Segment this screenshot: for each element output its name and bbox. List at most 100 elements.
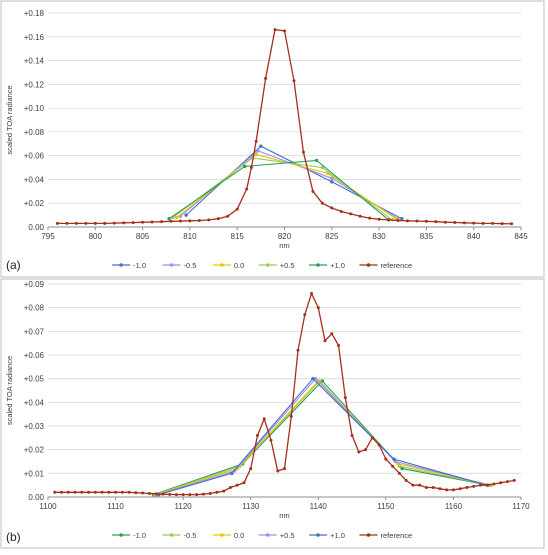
legend-label: +0.5 bbox=[280, 531, 295, 540]
data-point bbox=[350, 433, 354, 437]
y-tick-label: +0.14 bbox=[24, 57, 45, 66]
legend-swatch-marker bbox=[366, 533, 371, 537]
data-point bbox=[264, 76, 268, 80]
legend-swatch-marker bbox=[265, 533, 270, 537]
x-tick-label: 1120 bbox=[175, 502, 193, 511]
data-point bbox=[451, 488, 455, 492]
data-point bbox=[195, 493, 199, 497]
data-point bbox=[392, 457, 396, 461]
legend: -1.0 -0.5 0.0 +0.5 +1.0 reference bbox=[112, 261, 412, 270]
legend-swatch-marker bbox=[220, 263, 224, 267]
data-point bbox=[197, 218, 201, 222]
data-point bbox=[418, 483, 422, 487]
data-point bbox=[178, 219, 182, 223]
data-point bbox=[424, 486, 428, 490]
data-point bbox=[188, 219, 192, 223]
data-point bbox=[254, 152, 258, 157]
data-point bbox=[431, 486, 435, 490]
data-point bbox=[492, 482, 496, 486]
legend-item: -1.0 bbox=[112, 261, 146, 270]
x-axis-label: nm bbox=[279, 511, 289, 520]
x-tick-label: 795 bbox=[41, 232, 55, 241]
legend-label: +1.0 bbox=[330, 261, 345, 270]
data-point bbox=[127, 490, 131, 494]
data-point bbox=[316, 306, 320, 310]
data-point bbox=[370, 436, 374, 440]
legend-item: 0.0 bbox=[212, 261, 244, 270]
data-point bbox=[66, 490, 70, 494]
data-point bbox=[462, 221, 466, 225]
legend-swatch-marker bbox=[366, 263, 371, 267]
legend-item: -0.5 bbox=[162, 261, 197, 270]
data-point bbox=[262, 417, 266, 421]
data-point bbox=[400, 466, 404, 471]
data-point bbox=[141, 491, 145, 495]
legend-label: -0.5 bbox=[184, 261, 197, 270]
series-line bbox=[168, 159, 389, 221]
data-point bbox=[478, 483, 482, 487]
legend-swatch-marker bbox=[220, 533, 224, 537]
legend-item: 0.0 bbox=[212, 531, 244, 540]
data-point bbox=[310, 291, 314, 295]
series-reference bbox=[53, 291, 516, 497]
x-tick-label: 830 bbox=[372, 232, 386, 241]
data-point bbox=[249, 166, 253, 170]
data-point bbox=[330, 206, 334, 210]
data-point bbox=[55, 221, 59, 225]
x-tick-label: 800 bbox=[89, 232, 103, 241]
x-tick-label: 835 bbox=[420, 232, 434, 241]
x-tick-label: 845 bbox=[514, 232, 528, 241]
data-point bbox=[80, 490, 84, 494]
data-point bbox=[226, 214, 230, 218]
data-point bbox=[405, 219, 409, 223]
data-point bbox=[161, 492, 165, 496]
data-point bbox=[208, 491, 212, 495]
panel-frame bbox=[0, 278, 545, 549]
data-point bbox=[74, 221, 78, 225]
data-point bbox=[150, 220, 154, 224]
data-point bbox=[269, 438, 273, 442]
data-point bbox=[134, 491, 138, 495]
y-tick-label: +0.08 bbox=[24, 128, 45, 137]
data-point bbox=[330, 176, 334, 180]
data-point bbox=[337, 344, 341, 348]
x-tick-label: 815 bbox=[231, 232, 245, 241]
data-point bbox=[103, 221, 107, 225]
legend-label: -1.0 bbox=[133, 261, 146, 270]
legend-label: 0.0 bbox=[234, 261, 244, 270]
data-point bbox=[411, 483, 415, 487]
x-tick-label: 825 bbox=[325, 232, 339, 241]
legend-label: +1.0 bbox=[330, 531, 345, 540]
data-point bbox=[120, 490, 124, 494]
legend-item: +0.5 bbox=[258, 261, 295, 270]
data-point bbox=[60, 490, 64, 494]
data-point bbox=[87, 490, 91, 494]
data-point bbox=[184, 213, 188, 217]
data-point bbox=[377, 217, 381, 221]
data-point bbox=[499, 481, 503, 485]
legend-item: +1.0 bbox=[309, 261, 345, 270]
data-point bbox=[424, 219, 428, 223]
chart-panel-1: 0.00 +0.02 +0.04 +0.06 +0.08 +0.10 +0.12 +0.14 +… bbox=[0, 0, 545, 278]
data-point bbox=[391, 464, 395, 468]
data-point bbox=[283, 467, 286, 471]
data-point bbox=[215, 490, 219, 494]
data-point bbox=[465, 486, 469, 490]
legend-swatch-marker bbox=[316, 263, 320, 267]
data-point bbox=[313, 376, 318, 381]
data-point bbox=[323, 339, 327, 343]
data-point bbox=[245, 187, 249, 191]
data-point bbox=[289, 415, 293, 419]
data-point bbox=[445, 488, 449, 492]
data-point bbox=[400, 216, 404, 221]
x-tick-label: 805 bbox=[136, 232, 150, 241]
x-tick-label: 1110 bbox=[107, 502, 124, 511]
legend-label: +0.5 bbox=[280, 261, 295, 270]
data-point bbox=[481, 221, 485, 225]
x-tick-label: 1150 bbox=[377, 502, 395, 511]
legend-swatch-marker bbox=[119, 533, 123, 537]
data-point bbox=[330, 180, 334, 184]
data-point bbox=[53, 490, 57, 494]
